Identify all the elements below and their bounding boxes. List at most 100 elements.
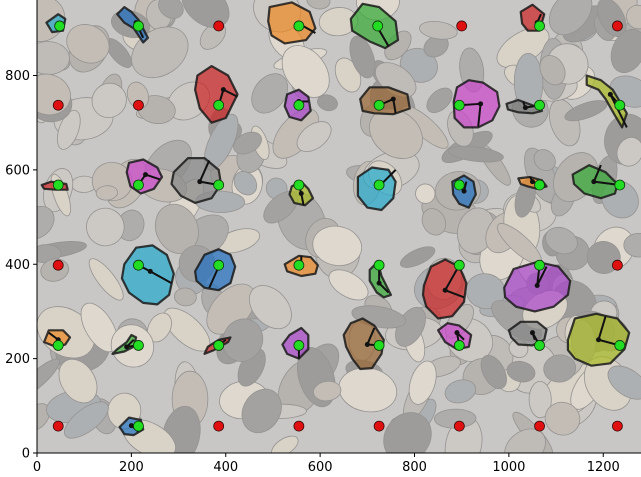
pebble [88,258,124,301]
pebble [95,185,118,201]
green-point-21 [213,259,225,271]
red-point-6 [52,259,64,271]
pebble [616,137,641,167]
pebble [37,358,60,399]
pebble [158,0,184,19]
green-point-24 [453,259,465,271]
green-point-4 [372,20,384,32]
green-point-19 [614,179,626,191]
region-6 [194,64,239,124]
region-27 [111,333,138,355]
region-center-23 [376,280,382,286]
green-point-30 [373,340,385,351]
green-point-23 [373,259,385,271]
region-arm-25 [536,266,548,286]
region-center-34 [128,423,134,429]
pebble [248,285,292,330]
pebble [328,269,369,301]
region-center-32 [529,330,535,336]
green-point-15 [293,179,305,191]
region-arm-14 [198,160,211,183]
region-center-20 [147,268,153,274]
green-point-16 [373,179,385,191]
pebble [241,388,282,434]
region-center-31 [454,330,460,336]
green-point-13 [133,179,144,191]
red-point-1 [612,20,623,32]
red-point-4 [52,99,64,111]
green-point-18 [534,179,545,191]
green-point-27 [133,340,144,351]
pebble [419,20,458,40]
region-arm-24 [444,289,465,299]
green-point-11 [614,99,626,111]
pebble [313,380,342,402]
pebble [528,381,552,419]
red-point-8 [52,420,64,432]
region-arm-33 [597,315,607,341]
region-center-8 [390,96,396,102]
pebble [349,35,376,79]
region-8 [359,86,411,116]
pebble [607,365,641,400]
green-point-32 [534,340,545,351]
pebble [539,55,566,86]
region-arm-6 [222,88,238,98]
pebble [533,149,556,172]
pebble [447,145,504,163]
pebble [383,412,432,453]
pebble [91,82,127,119]
pebble [426,87,453,113]
region-center-13 [143,172,149,178]
region-3 [267,1,317,45]
green-point-5 [534,20,545,32]
pebble [86,207,125,247]
pebble [312,225,363,267]
red-point-5 [133,99,144,111]
pebble [408,360,437,405]
green-point-14 [213,179,225,191]
green-point-1 [54,20,66,32]
red-point-14 [612,420,623,432]
region-center-30 [364,341,370,347]
region-arm-9 [477,103,482,127]
region-center-9 [478,101,484,107]
region-center-17 [461,188,467,194]
pebble [233,131,262,155]
green-point-33 [614,340,626,351]
green-point-3 [293,20,305,32]
pebble [545,226,578,255]
green-point-29 [293,340,305,351]
pebble [281,45,330,98]
green-point-17 [453,179,465,191]
red-point-11 [373,420,385,432]
x-tick-label: 1200 [587,460,620,475]
pebble [444,379,477,404]
pebble [222,318,264,362]
region-14 [170,157,223,204]
pebble [548,0,593,36]
green-point-31 [453,340,465,351]
region-center-11 [607,91,613,97]
green-point-12 [52,179,64,191]
axes: 0 200 400 600 800 1000 1200 0 200 400 600 800 [5,0,641,475]
red-point-13 [534,420,545,432]
red-point-3 [213,20,225,32]
x-tick-label: 400 [213,460,238,475]
region-center-10 [522,105,528,111]
y-tick-label: 800 [5,69,30,84]
region-center-27 [124,344,130,350]
x-tick-label: 200 [119,460,144,475]
region-20 [120,244,175,306]
pebble [504,428,546,453]
white-overlay [37,0,641,453]
red-point-9 [213,420,225,432]
region-center-18 [529,179,535,185]
pebble [181,0,230,29]
pebble [421,208,447,236]
region-center-15 [298,190,304,196]
green-point-7 [293,99,305,111]
y-tick-label: 600 [5,163,30,178]
pebble [56,109,81,150]
pebble [506,360,536,383]
